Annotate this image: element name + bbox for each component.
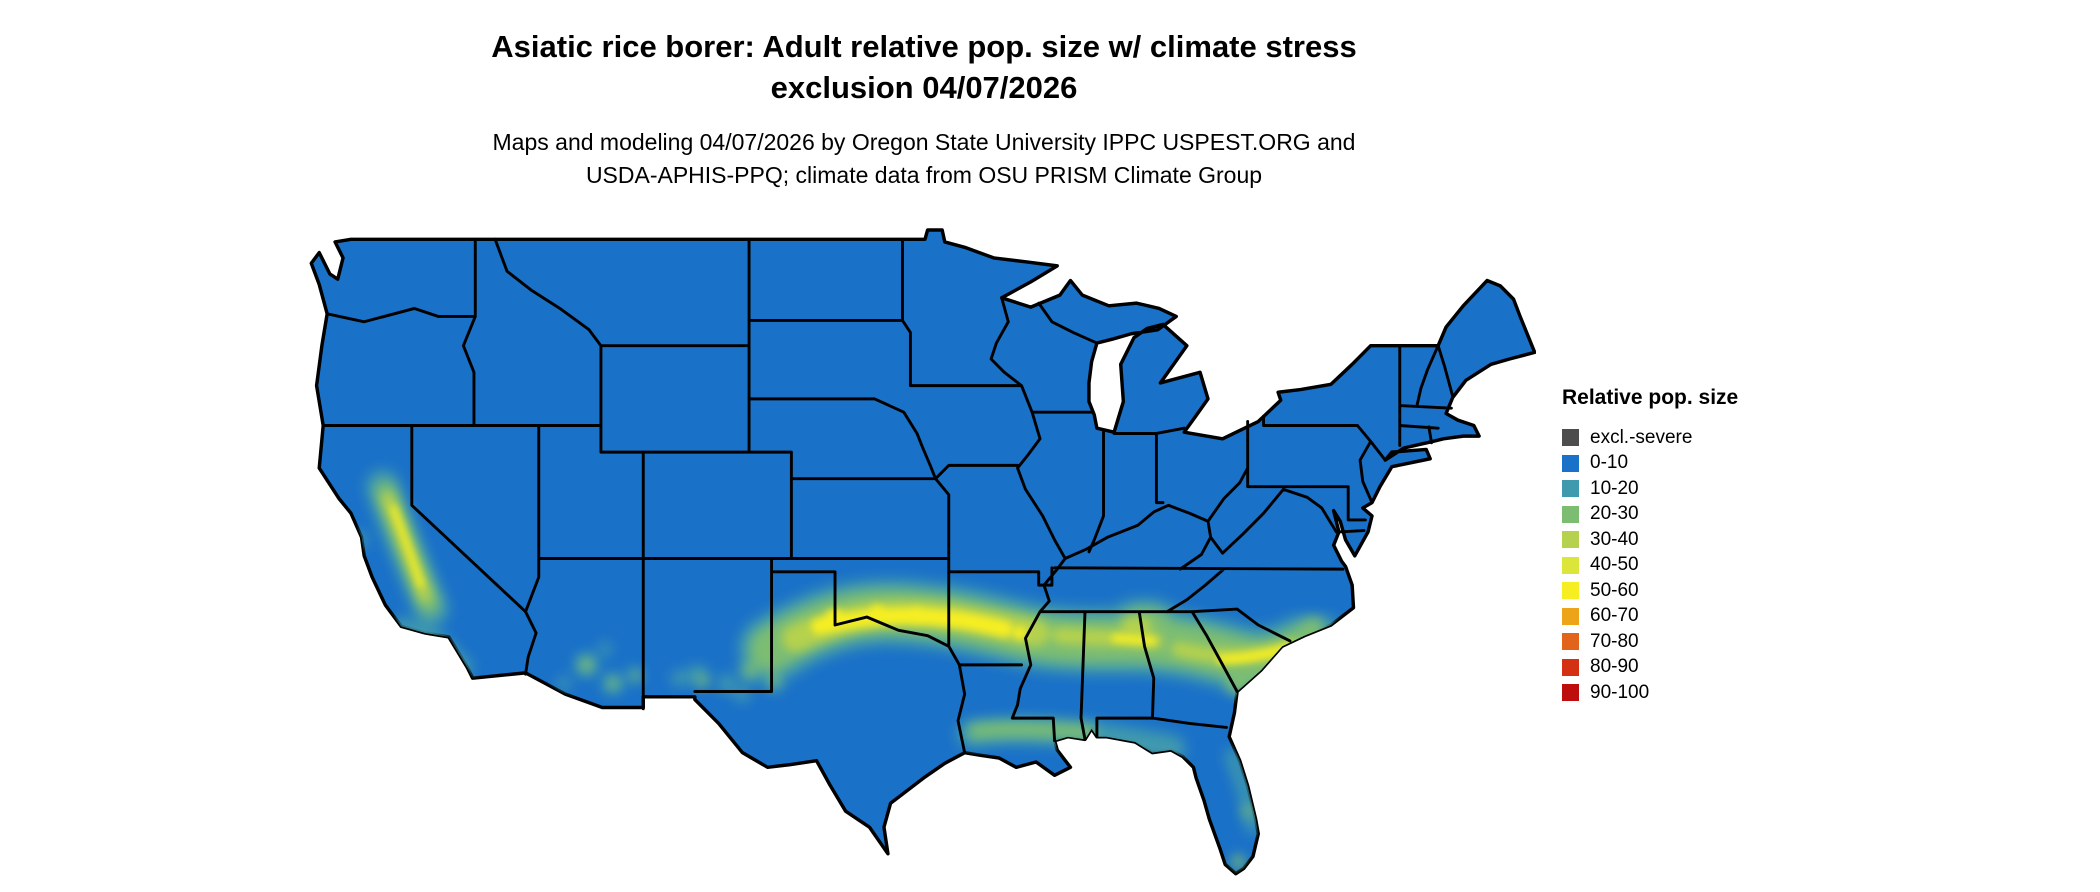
legend-swatch <box>1562 633 1579 651</box>
population-overlay <box>350 469 1337 869</box>
legend-label: 30-40 <box>1590 528 1639 550</box>
legend-swatch <box>1562 429 1579 447</box>
legend-label: 70-80 <box>1590 630 1639 652</box>
page-subtitle: Maps and modeling 04/07/2026 by Oregon S… <box>0 126 1848 192</box>
page-subtitle-line1: Maps and modeling 04/07/2026 by Oregon S… <box>492 129 1356 155</box>
legend-label: 10-20 <box>1590 477 1639 499</box>
page-subtitle-line2: USDA-APHIS-PPQ; climate data from OSU PR… <box>585 162 1263 188</box>
legend-item: 50-60 <box>1562 578 1738 604</box>
state-borders <box>321 237 1455 755</box>
legend-item: 70-80 <box>1562 629 1738 655</box>
page-title-line1: Asiatic rice borer: Adult relative pop. … <box>491 29 1357 64</box>
legend-items: excl.-severe 0-10 10-20 20-30 30-40 40-50 50-6… <box>1562 425 1738 706</box>
legend-label: 0-10 <box>1590 452 1629 474</box>
legend-label: 40-50 <box>1590 554 1639 576</box>
us-population-map <box>306 226 1536 891</box>
legend-item: 80-90 <box>1562 655 1738 681</box>
legend-swatch <box>1562 607 1579 625</box>
legend-label: 60-70 <box>1590 605 1639 627</box>
legend-item: 30-40 <box>1562 527 1738 553</box>
legend-title: Relative pop. size <box>1562 386 1739 409</box>
legend-swatch <box>1562 480 1579 498</box>
legend-label: 90-100 <box>1590 681 1650 703</box>
legend-label: 50-60 <box>1590 579 1639 601</box>
map-legend: Relative pop. size excl.-severe 0-10 10-20… <box>1562 386 1738 706</box>
legend-item: 90-100 <box>1562 680 1738 706</box>
legend-label: excl.-severe <box>1590 426 1693 448</box>
legend-swatch <box>1562 556 1579 574</box>
legend-item: 0-10 <box>1562 451 1738 477</box>
legend-item: excl.-severe <box>1562 425 1738 451</box>
legend-swatch <box>1562 454 1579 472</box>
legend-item: 40-50 <box>1562 553 1738 579</box>
legend-item: 20-30 <box>1562 502 1738 528</box>
us-landmass <box>309 228 1536 876</box>
legend-label: 20-30 <box>1590 503 1639 525</box>
page-title: Asiatic rice borer: Adult relative pop. … <box>0 26 1848 108</box>
legend-swatch <box>1562 684 1579 702</box>
legend-swatch <box>1562 582 1579 600</box>
legend-swatch <box>1562 505 1579 523</box>
us-map-svg <box>309 228 1536 876</box>
page-title-line2: exclusion 04/07/2026 <box>770 70 1078 105</box>
legend-swatch <box>1562 658 1579 676</box>
legend-swatch <box>1562 531 1579 549</box>
legend-item: 10-20 <box>1562 476 1738 502</box>
legend-item: 60-70 <box>1562 604 1738 630</box>
legend-label: 80-90 <box>1590 656 1639 678</box>
